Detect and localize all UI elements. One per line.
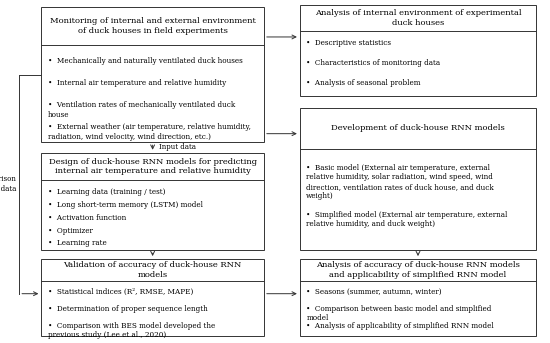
Text: Monitoring of internal and external environment
of duck houses in field experime: Monitoring of internal and external envi… (50, 17, 256, 35)
Text: •  Analysis of applicability of simplified RNN model: • Analysis of applicability of simplifie… (306, 322, 494, 330)
Text: •  Comparison with BES model developed the
previous study (Lee et al., 2020): • Comparison with BES model developed th… (48, 322, 215, 339)
Text: •  Activation function: • Activation function (48, 214, 126, 222)
Text: •  Seasons (summer, autumn, winter): • Seasons (summer, autumn, winter) (306, 288, 442, 296)
Text: •  Comparison between basic model and simplified
model: • Comparison between basic model and sim… (306, 305, 492, 322)
Bar (300, 108, 536, 250)
Text: •  Mechanically and naturally ventilated duck houses: • Mechanically and naturally ventilated … (48, 57, 243, 64)
Text: •  Optimizer: • Optimizer (48, 227, 93, 235)
Text: •  Determination of proper sequence length: • Determination of proper sequence lengt… (48, 305, 207, 313)
Text: •  Learning data (training / test): • Learning data (training / test) (48, 188, 166, 196)
Text: •  Statistical indices (R², RMSE, MAPE): • Statistical indices (R², RMSE, MAPE) (48, 288, 193, 296)
Text: Validation of accuracy of duck-house RNN
models: Validation of accuracy of duck-house RNN… (63, 261, 242, 279)
Text: •  Long short-term memory (LSTM) model: • Long short-term memory (LSTM) model (48, 201, 203, 209)
Text: •  Simplified model (External air temperature, external
relative humidity, and d: • Simplified model (External air tempera… (306, 211, 508, 228)
Text: •  Basic model (External air temperature, external
relative humidity, solar radi: • Basic model (External air temperature,… (306, 164, 494, 200)
Bar (41, 153, 264, 250)
Bar (300, 259, 536, 336)
Text: Input data: Input data (160, 143, 196, 152)
Text: Analysis of internal environment of experimental
duck houses: Analysis of internal environment of expe… (315, 9, 521, 27)
Text: •  Descriptive statistics: • Descriptive statistics (306, 39, 392, 47)
Text: •  Analysis of seasonal problem: • Analysis of seasonal problem (306, 79, 421, 87)
Text: Design of duck-house RNN models for predicting
internal air temperature and rela: Design of duck-house RNN models for pred… (48, 158, 257, 176)
Text: Development of duck-house RNN models: Development of duck-house RNN models (331, 124, 505, 132)
Text: •  Characteristics of monitoring data: • Characteristics of monitoring data (306, 59, 441, 67)
Text: •  Internal air temperature and relative humidity: • Internal air temperature and relative … (48, 79, 226, 87)
Bar (41, 259, 264, 336)
Text: •  Ventilation rates of mechanically ventilated duck
house: • Ventilation rates of mechanically vent… (48, 101, 235, 119)
Text: Analysis of accuracy of duck-house RNN models
and applicability of simplified RN: Analysis of accuracy of duck-house RNN m… (316, 261, 520, 279)
Bar (300, 5, 536, 96)
Text: •  External weather (air temperature, relative humidity,
radiation, wind velocit: • External weather (air temperature, rel… (48, 123, 251, 141)
Text: Comparison
with field data: Comparison with field data (0, 175, 16, 193)
Bar (41, 7, 264, 142)
Text: •  Learning rate: • Learning rate (48, 239, 107, 247)
